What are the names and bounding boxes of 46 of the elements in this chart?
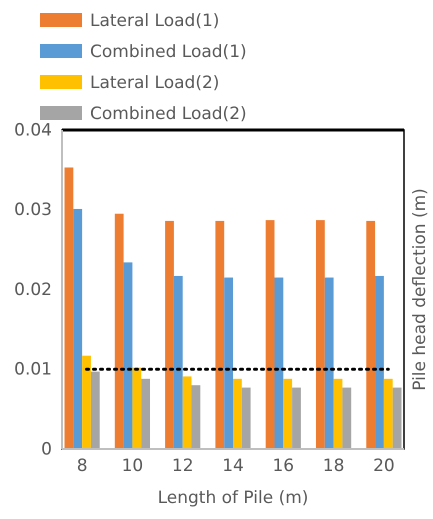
x-tick-label: 10: [122, 456, 144, 476]
bar: [375, 276, 384, 449]
bar: [342, 388, 352, 449]
bar: [283, 378, 292, 449]
bar: [233, 378, 242, 449]
bar: [114, 214, 124, 449]
y-tick-label: 0.04: [14, 120, 52, 140]
y-tick-label: 0.01: [14, 360, 52, 380]
legend-label: Combined Load(2): [90, 104, 247, 124]
bar: [274, 278, 284, 449]
bar: [165, 220, 174, 449]
bar: [324, 278, 334, 449]
bar: [82, 356, 91, 449]
legend-label: Lateral Load(2): [90, 73, 220, 93]
legend-label: Combined Load(1): [90, 42, 247, 62]
bar: [266, 220, 274, 449]
x-tick-label: 14: [222, 456, 244, 476]
bar: [316, 220, 325, 449]
x-tick-label: 8: [76, 456, 88, 476]
x-tick-label: 18: [322, 456, 344, 476]
bar: [215, 220, 224, 449]
bar: [242, 388, 251, 449]
bar: [141, 378, 150, 449]
bar: [64, 167, 74, 449]
bar: [384, 378, 393, 449]
bar: [174, 276, 183, 449]
bar: [182, 376, 192, 449]
legend-label: Lateral Load(1): [90, 11, 220, 31]
x-tick-label: 12: [172, 456, 194, 476]
bar: [224, 278, 233, 449]
x-tick-label: 16: [272, 456, 294, 476]
y-tick-label: 0.03: [14, 200, 52, 220]
bar: [366, 220, 376, 449]
y-tick-label: 0: [41, 439, 52, 460]
bar: [334, 378, 342, 449]
bar: [392, 388, 402, 449]
bar: [132, 368, 142, 449]
x-tick-label: 20: [373, 456, 395, 476]
y-axis-title: Pile head deflection (m): [410, 188, 430, 391]
x-axis-title: Length of Pile (m): [158, 488, 308, 508]
bar: [192, 385, 200, 449]
bar: [292, 388, 301, 449]
y-tick-label: 0.02: [14, 280, 52, 300]
bar: [124, 262, 132, 449]
bar: [90, 372, 100, 449]
bar: [73, 208, 82, 449]
